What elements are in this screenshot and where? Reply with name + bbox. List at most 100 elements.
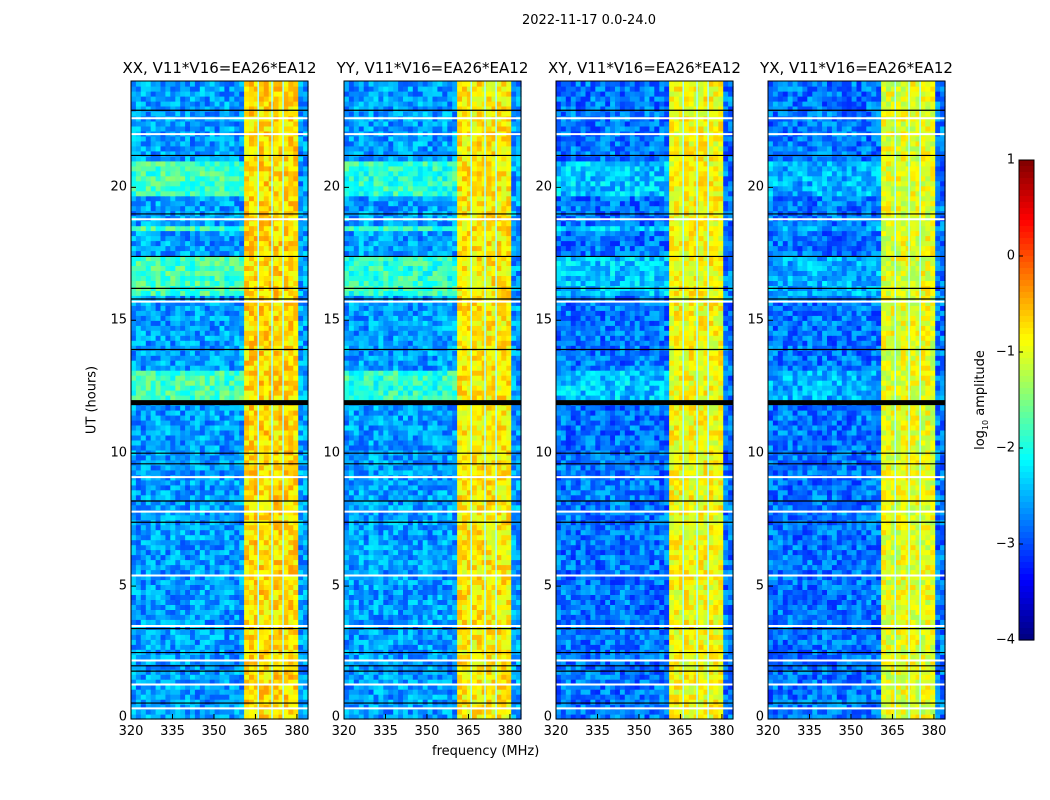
heatmap-cell bbox=[156, 156, 162, 162]
heatmap-cell bbox=[185, 584, 191, 590]
heatmap-cell bbox=[180, 430, 186, 436]
heatmap-cell bbox=[264, 535, 270, 541]
heatmap-cell bbox=[141, 375, 147, 381]
heatmap-cell bbox=[165, 495, 171, 501]
heatmap-cell bbox=[239, 570, 245, 576]
heatmap-cell bbox=[215, 535, 221, 541]
heatmap-cell bbox=[136, 86, 142, 92]
heatmap-cell bbox=[151, 709, 157, 715]
heatmap-cell bbox=[224, 604, 230, 610]
heatmap-cell bbox=[165, 310, 171, 316]
heatmap-cell bbox=[298, 360, 304, 366]
heatmap-cell bbox=[200, 241, 206, 247]
heatmap-cell bbox=[224, 455, 230, 461]
heatmap-cell bbox=[234, 535, 240, 541]
heatmap-cell bbox=[165, 594, 171, 600]
heatmap-cell bbox=[161, 156, 167, 162]
heatmap-cell bbox=[185, 490, 191, 496]
heatmap-cell bbox=[136, 251, 142, 257]
heatmap-cell bbox=[151, 121, 157, 127]
heatmap-cell bbox=[200, 196, 206, 202]
heatmap-cell bbox=[146, 111, 152, 117]
heatmap-cell bbox=[234, 350, 240, 356]
heatmap-cell bbox=[229, 629, 235, 635]
heatmap-cell bbox=[170, 579, 176, 585]
heatmap-cell bbox=[293, 186, 299, 192]
heatmap-cell bbox=[136, 405, 142, 411]
heatmap-cell bbox=[210, 594, 216, 600]
heatmap-cell bbox=[195, 310, 201, 316]
heatmap-cell bbox=[239, 535, 245, 541]
heatmap-cell bbox=[210, 639, 216, 645]
heatmap-cell bbox=[146, 410, 152, 416]
heatmap-cell bbox=[161, 395, 167, 401]
heatmap-cell bbox=[161, 405, 167, 411]
heatmap-cell bbox=[298, 126, 304, 132]
heatmap-cell bbox=[298, 604, 304, 610]
heatmap-cell bbox=[234, 136, 240, 142]
heatmap-cell bbox=[234, 86, 240, 92]
heatmap-cell bbox=[249, 455, 255, 461]
heatmap-cell bbox=[224, 181, 230, 187]
heatmap-cell bbox=[283, 246, 289, 252]
heatmap-cell bbox=[293, 350, 299, 356]
heatmap-cell bbox=[249, 550, 255, 556]
heatmap-cell bbox=[239, 221, 245, 227]
heatmap-cell bbox=[180, 594, 186, 600]
heatmap-cell bbox=[146, 689, 152, 695]
heatmap-cell bbox=[136, 141, 142, 147]
heatmap-cell bbox=[190, 246, 196, 252]
heatmap-cell bbox=[239, 445, 245, 451]
heatmap-cell bbox=[205, 191, 211, 197]
heatmap-cell bbox=[259, 550, 265, 556]
heatmap-cell bbox=[210, 535, 216, 541]
heatmap-cell bbox=[283, 525, 289, 531]
heatmap-cell bbox=[229, 535, 235, 541]
heatmap-cell bbox=[259, 350, 265, 356]
heatmap-cell bbox=[249, 420, 255, 426]
heatmap-cell bbox=[205, 101, 211, 107]
heatmap-cell bbox=[288, 415, 294, 421]
heatmap-cell bbox=[190, 320, 196, 326]
heatmap-cell bbox=[156, 565, 162, 571]
heatmap-cell bbox=[264, 550, 270, 556]
heatmap-cell bbox=[170, 101, 176, 107]
heatmap-cell bbox=[165, 480, 171, 486]
heatmap-cell bbox=[180, 385, 186, 391]
heatmap-cell bbox=[264, 171, 270, 177]
heatmap-cell bbox=[220, 241, 226, 247]
heatmap-cell bbox=[175, 430, 181, 436]
heatmap-cell bbox=[264, 141, 270, 147]
heatmap-cell bbox=[215, 565, 221, 571]
heatmap-cell bbox=[205, 86, 211, 92]
heatmap-cell bbox=[170, 141, 176, 147]
heatmap-cell bbox=[190, 694, 196, 700]
heatmap-cell bbox=[141, 136, 147, 142]
heatmap-cell bbox=[146, 201, 152, 207]
heatmap-cell bbox=[234, 81, 240, 87]
heatmap-cell bbox=[259, 669, 265, 675]
heatmap-cell bbox=[259, 380, 265, 386]
heatmap-cell bbox=[146, 604, 152, 610]
heatmap-cell bbox=[298, 629, 304, 635]
heatmap-cell bbox=[146, 146, 152, 152]
heatmap-cell bbox=[210, 161, 216, 167]
heatmap-cell bbox=[200, 525, 206, 531]
heatmap-cell bbox=[229, 385, 235, 391]
heatmap-cell bbox=[131, 340, 137, 346]
heatmap-cell bbox=[175, 136, 181, 142]
heatmap-cell bbox=[175, 634, 181, 640]
heatmap-cell bbox=[180, 260, 186, 266]
heatmap-cell bbox=[156, 191, 162, 197]
heatmap-cell bbox=[239, 186, 245, 192]
heatmap-cell bbox=[239, 485, 245, 491]
heatmap-cell bbox=[146, 385, 152, 391]
heatmap-cell bbox=[264, 335, 270, 341]
heatmap-cell bbox=[180, 540, 186, 546]
heatmap-cell bbox=[136, 654, 142, 660]
heatmap-cell bbox=[161, 525, 167, 531]
heatmap-cell bbox=[156, 639, 162, 645]
heatmap-cell bbox=[151, 270, 157, 276]
heatmap-cell bbox=[195, 570, 201, 576]
heatmap-cell bbox=[170, 275, 176, 281]
